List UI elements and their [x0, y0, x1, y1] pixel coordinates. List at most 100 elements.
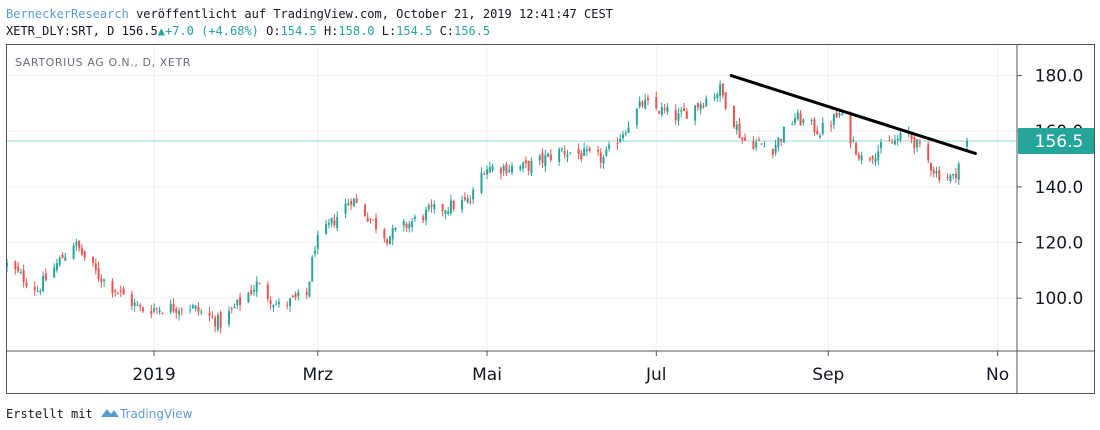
candle-body	[94, 263, 97, 271]
candle-body	[141, 307, 144, 312]
candle	[538, 154, 541, 166]
candle	[938, 166, 941, 183]
candle	[597, 145, 600, 156]
candle-body	[802, 119, 805, 123]
candle	[158, 306, 161, 315]
author-link[interactable]: BerneckerResearch	[6, 7, 129, 21]
candle	[180, 307, 183, 316]
candle-body	[569, 152, 572, 154]
tradingview-brand[interactable]: TradingView	[119, 407, 193, 421]
candle	[624, 130, 627, 137]
candle-body	[422, 216, 425, 221]
candle-body	[699, 104, 702, 110]
candle-body	[644, 99, 647, 109]
candle	[530, 157, 533, 177]
candle	[366, 212, 369, 223]
candle	[394, 227, 397, 232]
candle-body	[660, 106, 663, 115]
candle-body	[64, 256, 67, 261]
price-tick-label: 100.0	[1035, 289, 1084, 309]
candle	[64, 252, 67, 261]
candle-body	[932, 169, 935, 174]
last-price-badge: 156.5	[1018, 127, 1094, 154]
candle-body	[247, 292, 250, 303]
candle	[877, 145, 880, 165]
candle	[289, 297, 292, 313]
candle	[771, 148, 774, 159]
trendline[interactable]	[729, 74, 977, 155]
footer-prefix: Erstellt mit	[6, 407, 93, 421]
candle	[194, 304, 197, 312]
candle-body	[832, 114, 835, 125]
candle-body	[294, 293, 297, 298]
candle-body	[391, 228, 394, 240]
candle	[802, 118, 805, 127]
candle-body	[122, 288, 125, 295]
candle	[732, 105, 735, 129]
candle-body	[602, 157, 605, 164]
candle	[871, 154, 874, 165]
candle-body	[658, 111, 661, 114]
candle	[755, 138, 758, 152]
candle	[560, 146, 563, 153]
candle	[608, 141, 611, 152]
candle-body	[868, 158, 871, 160]
candle-body	[763, 146, 766, 148]
candle-body	[760, 143, 763, 145]
candle-body	[469, 201, 472, 203]
candle-body	[441, 204, 444, 212]
candle-body	[311, 257, 314, 282]
candle-body	[680, 110, 683, 112]
candle	[25, 278, 28, 289]
candle	[913, 136, 916, 155]
candle-body	[394, 227, 397, 231]
candle-body	[816, 131, 819, 134]
candle-body	[677, 113, 680, 121]
candle	[330, 217, 333, 228]
candle-body	[874, 158, 877, 163]
candle	[721, 83, 724, 99]
candle	[638, 96, 641, 109]
candle-body	[430, 205, 433, 207]
candle	[880, 138, 883, 154]
candle-body	[308, 281, 311, 297]
tradingview-logo-icon	[100, 407, 120, 421]
candle-body	[363, 204, 366, 217]
candle-body	[638, 101, 641, 107]
price-tick-label: 180.0	[1035, 67, 1084, 87]
candle-body	[424, 209, 427, 221]
candle-body	[952, 174, 955, 176]
candle-body	[444, 210, 447, 215]
candle	[602, 154, 605, 169]
candle	[483, 171, 486, 175]
candle-body	[61, 254, 64, 259]
candle	[200, 308, 203, 316]
candle	[111, 278, 114, 298]
candle-body	[277, 302, 280, 305]
candle	[488, 161, 491, 173]
candle-body	[799, 113, 802, 126]
candle-body	[719, 84, 722, 97]
candle	[227, 306, 230, 328]
candle-body	[794, 118, 797, 124]
candle	[954, 168, 957, 184]
candle	[818, 132, 821, 139]
candle	[258, 282, 261, 285]
candle-body	[266, 284, 269, 299]
candle	[702, 102, 705, 109]
candle	[178, 307, 181, 321]
candle-body	[685, 111, 688, 119]
candle-body	[524, 160, 527, 164]
candle	[116, 292, 119, 295]
candle-body	[755, 142, 758, 148]
candle-body	[350, 200, 353, 205]
candle	[17, 262, 20, 274]
candle-body	[100, 278, 103, 283]
candle-body	[913, 137, 916, 149]
candle-body	[252, 289, 255, 292]
candle-body	[791, 123, 794, 125]
candle	[918, 138, 921, 148]
candle	[61, 252, 64, 259]
